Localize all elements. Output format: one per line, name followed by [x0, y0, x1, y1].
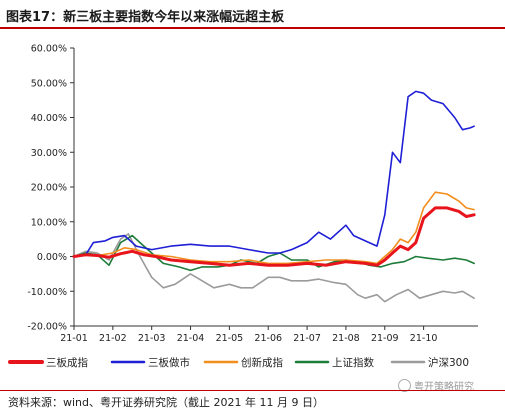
y-tick-label: -20.00% [27, 322, 67, 333]
y-tick-label: 10.00% [31, 217, 67, 228]
x-tick-label: 21-06 [254, 333, 282, 344]
x-tick-label: 21-04 [177, 333, 205, 344]
y-tick-label: 0.00% [37, 252, 67, 263]
x-tick-label: 21-03 [138, 333, 166, 344]
y-tick-label: 40.00% [31, 113, 67, 124]
title-rule [0, 27, 505, 29]
x-tick-label: 21-07 [293, 333, 321, 344]
y-tick-label: 20.00% [31, 183, 67, 194]
legend-label: 沪深300 [428, 356, 469, 369]
series-line [73, 191, 475, 265]
y-axis: 60.00% 50.00% 40.00% 30.00% 20.00% 10.00% 0.00… [27, 44, 75, 333]
y-tick-label: 50.00% [31, 78, 67, 89]
x-tick-label: 21-02 [99, 333, 127, 344]
series-line [73, 234, 475, 272]
x-tick-label: 21-08 [332, 333, 360, 344]
legend-label: 上证指数 [332, 356, 374, 369]
x-tick-label: 21-09 [371, 333, 399, 344]
x-tick-label: 21-10 [410, 333, 438, 344]
legend-label: 创新成指 [241, 356, 283, 369]
line-chart: 60.00% 50.00% 40.00% 30.00% 20.00% 10.00% 0.00… [8, 44, 478, 369]
figure-title: 图表17：新三板主要指数今年以来涨幅远超主板 [6, 10, 285, 25]
series-line [73, 90, 475, 258]
y-tick-label: -10.00% [27, 287, 67, 298]
legend: 三板成指 三板做市 创新成指 上证指数 沪深300 [8, 356, 469, 369]
x-tick-label: 21-05 [216, 333, 244, 344]
y-tick-label: 30.00% [31, 148, 67, 159]
y-tick-label: 60.00% [31, 44, 67, 55]
legend-label: 三板做市 [148, 356, 190, 369]
legend-label: 三板成指 [46, 356, 88, 369]
x-axis: 21-01 21-02 21-03 21-04 21-05 21-06 21-07 21-08… [60, 325, 478, 344]
series-line [72, 206, 476, 267]
series-group [72, 90, 476, 303]
source-note: 资料来源：wind、粤开证券研究院（截止 2021 年 11 月 9 日） [8, 396, 324, 409]
watermark: 粤开策略研究 [398, 378, 474, 393]
source-rule [0, 390, 505, 391]
watermark-text: 粤开策略研究 [414, 382, 474, 393]
wechat-icon [398, 379, 411, 392]
x-tick-label: 21-01 [60, 333, 88, 344]
